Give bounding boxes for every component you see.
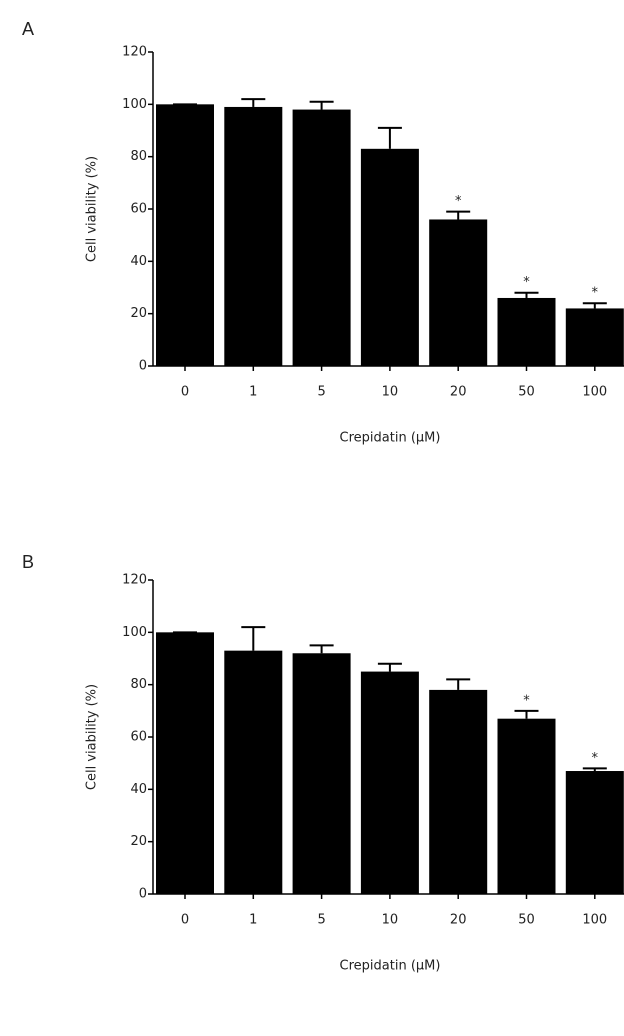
- x-axis-label: Crepidatin (μM): [340, 431, 441, 446]
- significance-mark: *: [455, 194, 462, 209]
- x-tick-label: 0: [181, 913, 189, 928]
- significance-mark: *: [523, 693, 530, 708]
- x-tick-label: 20: [450, 385, 467, 400]
- y-tick-label: 120: [122, 573, 147, 588]
- page: {"chart_data": [ {"type": "bar", "panel"…: [0, 0, 624, 1036]
- bar: [361, 672, 419, 894]
- bar: [429, 219, 487, 366]
- y-tick-label: 120: [122, 45, 147, 60]
- x-tick-label: 50: [518, 385, 535, 400]
- figure: A Cell viability (%) Crepidatin (μM) 0 20 40 6…: [0, 0, 624, 1036]
- bar: [224, 107, 282, 366]
- panel-label: A: [22, 19, 34, 39]
- y-tick-label: 80: [130, 149, 147, 164]
- x-tick-label: 1: [249, 913, 257, 928]
- y-tick-label: 60: [130, 730, 147, 745]
- bar: [566, 308, 624, 366]
- y-tick-label: 40: [130, 782, 147, 797]
- bar: [224, 651, 282, 894]
- bar: [498, 298, 556, 366]
- x-tick-label: 100: [582, 385, 607, 400]
- x-tick-label: 50: [518, 913, 535, 928]
- x-tick-label: 5: [317, 385, 325, 400]
- x-tick-label: 10: [382, 913, 399, 928]
- y-tick-label: 100: [122, 97, 147, 112]
- bar: [498, 719, 556, 894]
- x-tick-label: 10: [382, 385, 399, 400]
- x-tick-label: 100: [582, 913, 607, 928]
- x-tick-label: 0: [181, 385, 189, 400]
- bar: [429, 690, 487, 894]
- y-tick-label: 0: [139, 359, 147, 374]
- y-axis-label: Cell viability (%): [85, 156, 100, 262]
- bar: [293, 653, 351, 894]
- y-tick-label: 0: [139, 887, 147, 902]
- bar: [293, 110, 351, 366]
- x-tick-label: 1: [249, 385, 257, 400]
- significance-mark: *: [592, 751, 599, 766]
- y-tick-label: 100: [122, 625, 147, 640]
- y-axis-label: Cell viability (%): [85, 684, 100, 790]
- significance-mark: *: [592, 286, 599, 301]
- y-tick-label: 20: [130, 306, 147, 321]
- y-tick-label: 20: [130, 834, 147, 849]
- y-tick-label: 40: [130, 254, 147, 269]
- bar: [361, 149, 419, 366]
- x-tick-label: 20: [450, 913, 467, 928]
- bar: [566, 771, 624, 894]
- panel-label: B: [22, 552, 34, 572]
- y-tick-label: 60: [130, 202, 147, 217]
- y-tick-label: 80: [130, 677, 147, 692]
- significance-mark: *: [523, 275, 530, 290]
- bar: [156, 104, 214, 366]
- x-tick-label: 5: [317, 913, 325, 928]
- x-axis-label: Crepidatin (μM): [340, 959, 441, 974]
- bar: [156, 632, 214, 894]
